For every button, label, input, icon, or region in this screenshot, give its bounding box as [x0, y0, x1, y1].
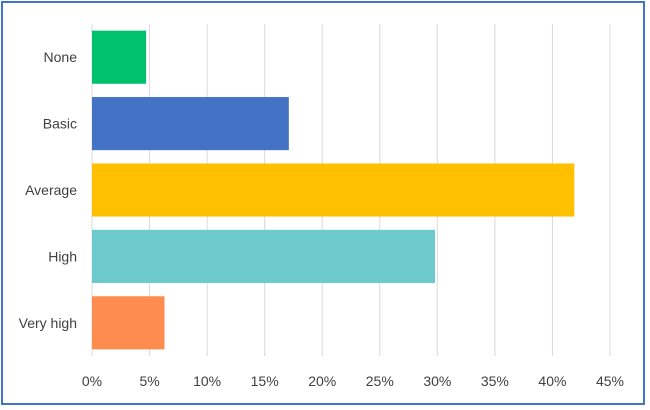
- bar-very-high: [92, 296, 165, 350]
- category-label: Very high: [19, 315, 77, 331]
- x-tick-label: 10%: [193, 373, 221, 389]
- bars: [92, 30, 575, 350]
- x-tick-label: 15%: [251, 373, 279, 389]
- x-tick-label: 35%: [481, 373, 509, 389]
- x-tick-label: 20%: [308, 373, 336, 389]
- category-label: Average: [25, 182, 77, 198]
- tick-labels: 0% 5% 10% 15% 20% 25% 30% 35% 40% 45%: [82, 373, 624, 389]
- x-tick-label: 30%: [423, 373, 451, 389]
- bar-none: [92, 30, 147, 84]
- x-tick-label: 40%: [538, 373, 566, 389]
- category-labels: None Basic Average High Very high: [19, 49, 78, 331]
- bar-high: [92, 229, 436, 283]
- category-label: None: [44, 49, 78, 65]
- x-tick-label: 25%: [366, 373, 394, 389]
- x-tick-label: 0%: [82, 373, 102, 389]
- category-label: High: [48, 248, 77, 264]
- bar-average: [92, 163, 575, 217]
- bar-basic: [92, 97, 289, 151]
- x-tick-label: 5%: [139, 373, 159, 389]
- x-tick-label: 45%: [596, 373, 624, 389]
- category-label: Basic: [43, 116, 77, 132]
